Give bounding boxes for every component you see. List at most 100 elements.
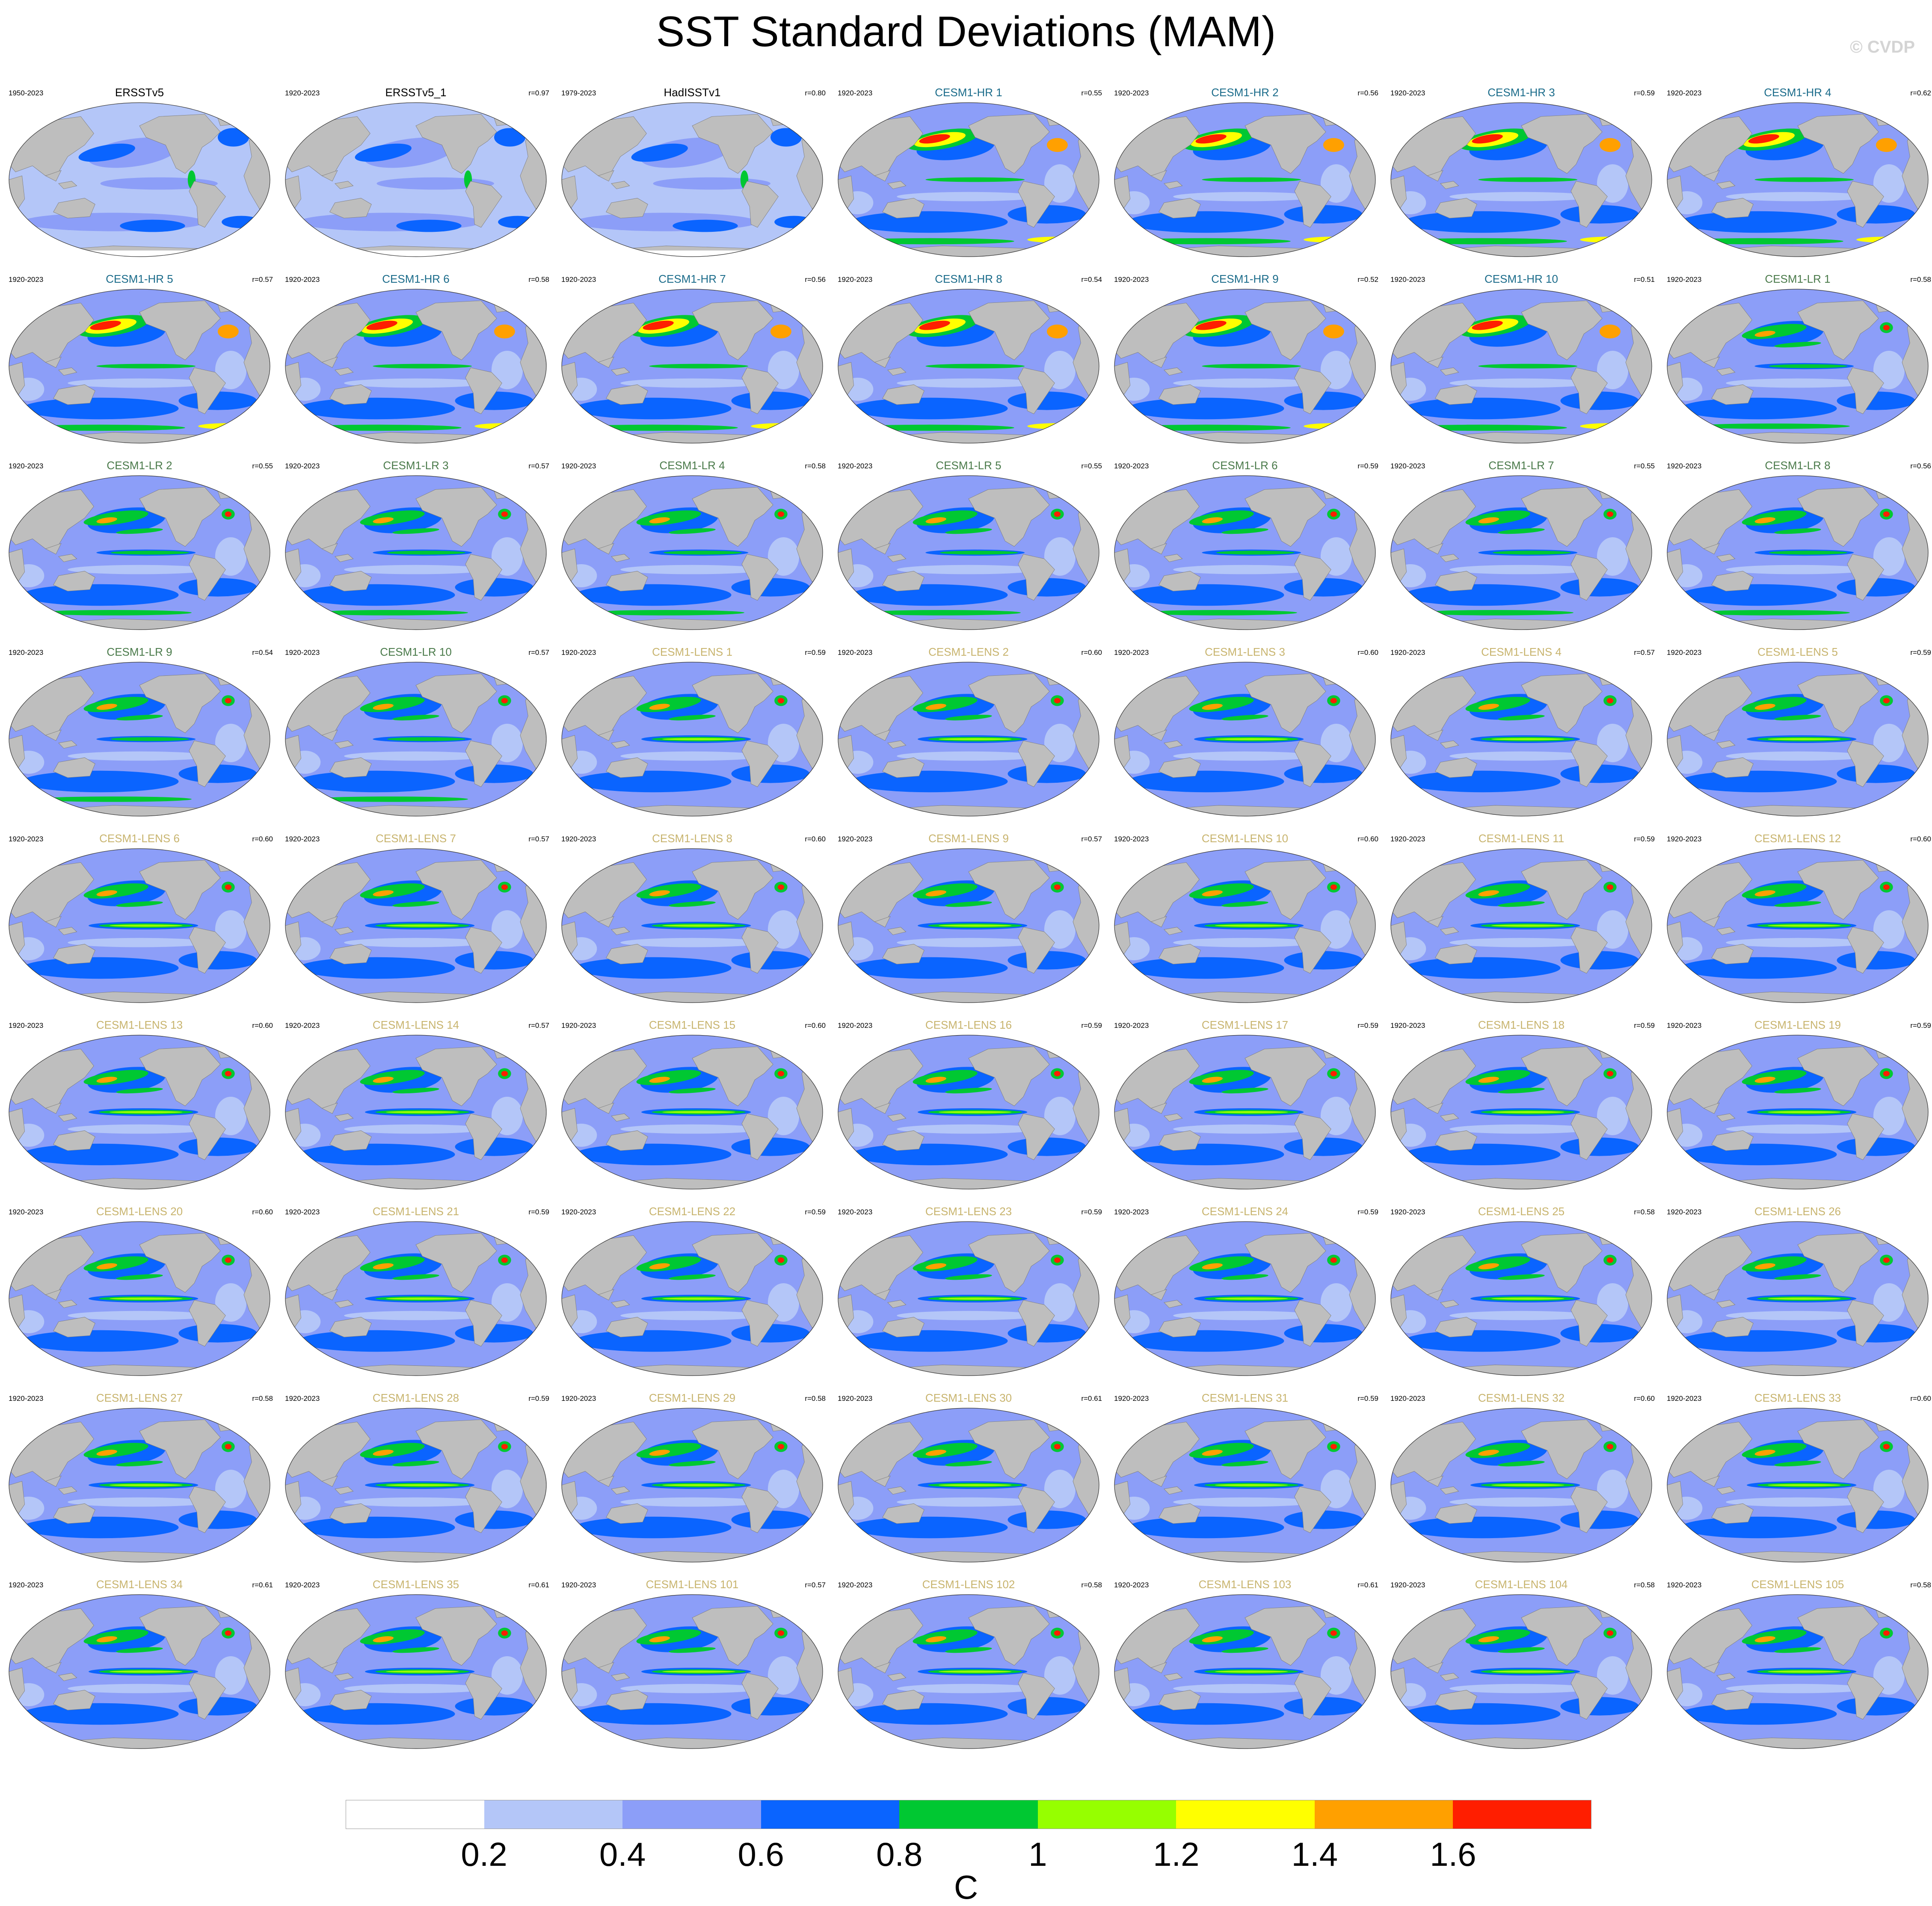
map-outline xyxy=(1390,848,1652,1003)
equatorial-tongue xyxy=(1491,1297,1565,1300)
kuroshio-hotspot xyxy=(1754,331,1775,337)
panel-years: 1920-2023 xyxy=(561,1208,596,1216)
land-mass xyxy=(1440,1113,1459,1122)
sst-patch xyxy=(1320,1097,1352,1135)
panel-years: 1920-2023 xyxy=(285,275,320,284)
sst-patch xyxy=(68,1124,211,1134)
sst-patch xyxy=(68,1684,211,1693)
panel-correlation: r=0.62 xyxy=(1910,89,1931,97)
kuroshio-hotspot xyxy=(1754,1450,1775,1456)
map-outline xyxy=(9,662,270,817)
land-mass xyxy=(1427,1289,1443,1301)
land-mass xyxy=(45,1662,62,1674)
land-mass xyxy=(45,1289,62,1301)
land-mass xyxy=(692,860,773,920)
sst-patch xyxy=(298,1703,455,1725)
land-mass xyxy=(465,927,502,974)
southern-ocean-band xyxy=(1417,610,1573,616)
sst-patch xyxy=(1597,1283,1629,1322)
panel-title: CESM1-LENS 4 xyxy=(1481,645,1562,658)
panel-correlation: r=0.54 xyxy=(252,648,273,657)
sst-patch xyxy=(1320,537,1352,576)
sst-patch xyxy=(1449,378,1593,388)
land-mass xyxy=(968,1046,1050,1107)
sst-patch xyxy=(575,1330,732,1352)
land-mass xyxy=(189,554,226,601)
kuroshio-hotspot xyxy=(1478,704,1499,710)
panel-title: CESM1-HR 8 xyxy=(935,272,1002,285)
sst-field xyxy=(562,103,823,257)
map-panel: CESM1-LENS 13 1920-2023 r=0.60 xyxy=(3,1018,276,1198)
panel-title: CESM1-LR 9 xyxy=(107,645,172,658)
panel-years: 1920-2023 xyxy=(1667,275,1702,284)
sst-map xyxy=(1114,102,1376,257)
map-panel: CESM1-HR 2 1920-2023 r=0.56 xyxy=(1108,86,1382,265)
panel-years: 1920-2023 xyxy=(1114,1208,1149,1216)
kuroshio-hotspot xyxy=(925,1077,946,1083)
antarctica xyxy=(838,996,1099,1003)
sst-patch xyxy=(1873,1283,1905,1322)
gulf-stream-hotspot xyxy=(1883,1630,1890,1636)
sst-patch xyxy=(767,910,800,949)
land-mass xyxy=(45,356,62,368)
equatorial-tongue xyxy=(1216,550,1295,555)
gulf-stream-hotspot xyxy=(1054,1630,1061,1636)
sst-patch xyxy=(1320,1283,1352,1322)
land-mass xyxy=(1716,1300,1736,1308)
panel-years: 1920-2023 xyxy=(838,1021,873,1030)
kuroshio-hotspot xyxy=(373,1636,394,1643)
sst-map xyxy=(9,1221,270,1376)
panel-years: 1920-2023 xyxy=(1114,1021,1149,1030)
map-panel: CESM1-LENS 7 1920-2023 r=0.57 xyxy=(279,832,553,1011)
land-mass xyxy=(1847,554,1884,601)
map-outline xyxy=(1114,475,1376,630)
map-panel: CESM1-LENS 1 1920-2023 r=0.59 xyxy=(555,645,829,825)
land-mass xyxy=(1711,571,1754,592)
land-mass xyxy=(139,860,221,920)
land-mass xyxy=(335,740,354,749)
map-outline xyxy=(1114,1035,1376,1190)
land-mass xyxy=(741,1113,779,1160)
sst-patch xyxy=(344,1684,488,1693)
kuroshio-hotspot xyxy=(1754,1077,1775,1083)
kuroshio-hotspot xyxy=(96,890,117,897)
sst-map xyxy=(285,1035,547,1190)
southern-ocean-band xyxy=(292,424,462,431)
sst-patch xyxy=(344,1311,488,1320)
land-mass xyxy=(968,487,1050,547)
panel-title: CESM1-LENS 29 xyxy=(649,1391,736,1404)
map-outline xyxy=(9,475,270,630)
sst-map xyxy=(1390,662,1652,817)
map-outline xyxy=(561,1221,823,1376)
sst-field xyxy=(9,1408,270,1562)
sst-field xyxy=(1391,1408,1652,1562)
panel-correlation: r=0.60 xyxy=(805,835,826,843)
sst-field xyxy=(1114,1222,1375,1376)
sst-patch xyxy=(298,957,455,979)
panel-correlation: r=0.57 xyxy=(1081,835,1102,843)
kuroshio-hotspot xyxy=(925,517,946,524)
land-mass xyxy=(1797,1419,1879,1480)
kuroshio-hotspot xyxy=(1221,1647,1268,1653)
land-mass xyxy=(53,757,95,778)
sst-patch xyxy=(1873,351,1905,389)
sst-patch xyxy=(491,1470,523,1508)
sst-patch xyxy=(1127,1143,1284,1166)
land-mass xyxy=(1521,1606,1603,1666)
southern-ocean-band xyxy=(1580,423,1645,429)
sst-map xyxy=(9,1594,270,1749)
equatorial-tongue xyxy=(663,550,742,555)
panel-title: CESM1-LENS 16 xyxy=(925,1018,1012,1031)
kuroshio-hotspot xyxy=(392,1460,439,1467)
panel-title: CESM1-LENS 27 xyxy=(96,1391,183,1404)
panel-years: 1920-2023 xyxy=(1390,462,1425,470)
land-mass xyxy=(606,944,648,965)
map-panel: CESM1-LR 8 1920-2023 r=0.56 xyxy=(1661,459,1932,638)
land-mass xyxy=(321,356,338,368)
land-mass xyxy=(882,384,925,405)
map-outline xyxy=(9,1221,270,1376)
panel-correlation: r=0.61 xyxy=(528,1581,549,1589)
panel-title: CESM1-LR 3 xyxy=(383,459,449,472)
land-mass xyxy=(606,1690,648,1711)
sst-patch xyxy=(1320,351,1352,389)
